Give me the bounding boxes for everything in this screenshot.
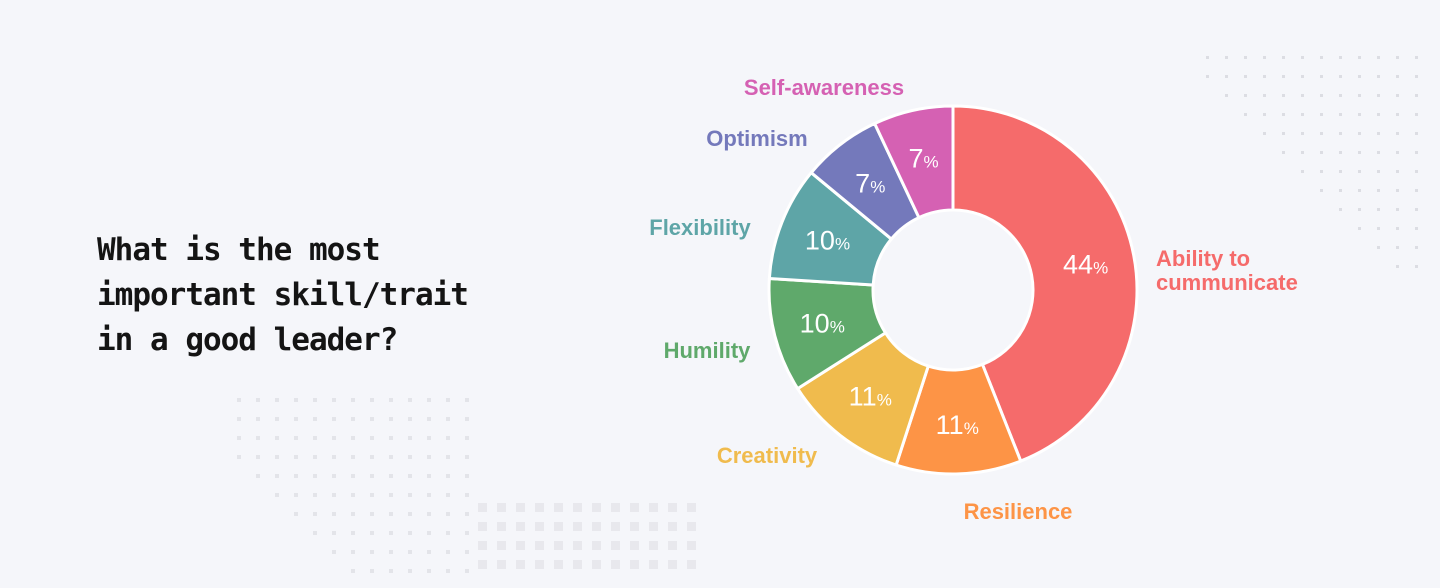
question-title: What is the most important skill/trait i… bbox=[97, 228, 517, 363]
slice-name-label: Resilience bbox=[964, 499, 1073, 524]
donut-slice bbox=[951, 104, 1139, 463]
donut-slice bbox=[873, 104, 955, 220]
slice-name-label: Self-awareness bbox=[744, 75, 904, 100]
slice-percent-label: 11% bbox=[849, 382, 892, 412]
question-line: What is the most bbox=[97, 232, 381, 268]
slice-name-label: Humility bbox=[664, 338, 752, 363]
slice-name-label: Ability to cummunicate bbox=[1156, 246, 1298, 295]
question-line: in a good leader? bbox=[97, 322, 398, 358]
slice-name-label: Flexibility bbox=[649, 215, 751, 240]
question-line: important skill/trait bbox=[97, 277, 469, 313]
slice-name-label: Optimism bbox=[706, 126, 807, 151]
slice-name-label: Creativity bbox=[717, 443, 818, 468]
